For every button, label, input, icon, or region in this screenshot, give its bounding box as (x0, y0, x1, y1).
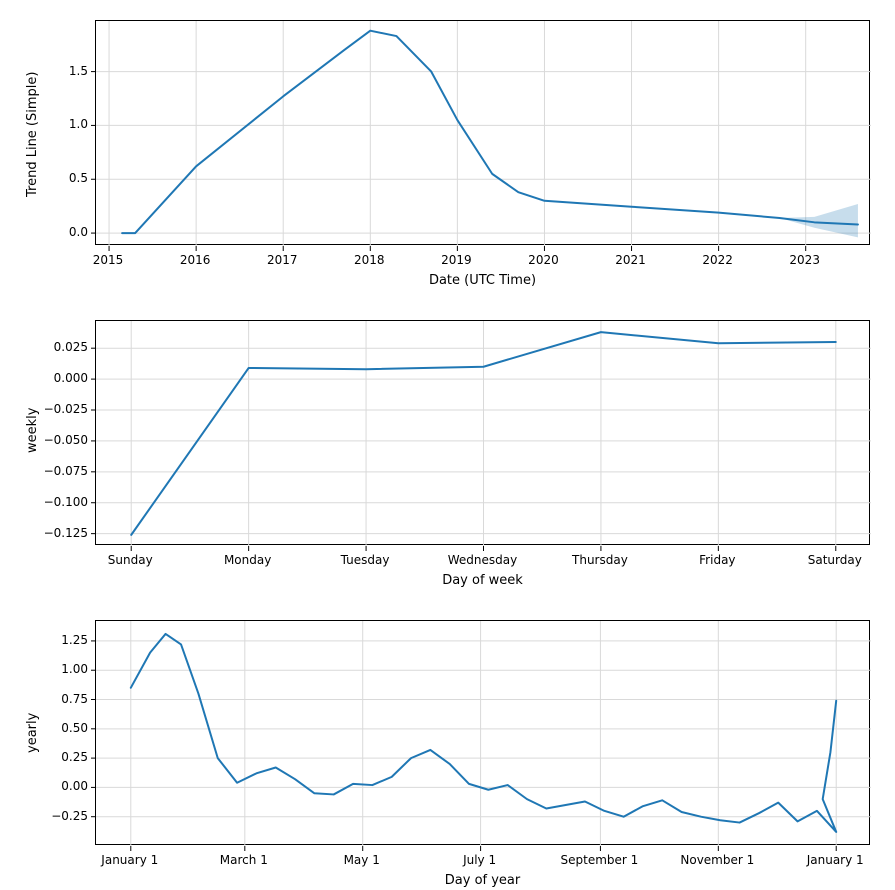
weekly-ytick-label: 0.000 (40, 371, 88, 385)
yearly-ytick-label: −0.25 (40, 809, 88, 823)
trend-xtick-label: 2018 (354, 253, 385, 267)
weekly-ytick-label: −0.125 (40, 526, 88, 540)
trend-line (122, 31, 858, 233)
trend-ytick-label: 0.0 (40, 225, 88, 239)
weekly-ytick-label: −0.025 (40, 402, 88, 416)
yearly-xtick-label: November 1 (680, 853, 754, 867)
yearly-panel (95, 620, 870, 845)
trend-xtick-label: 2020 (528, 253, 559, 267)
weekly-xtick-label: Wednesday (448, 553, 517, 567)
trend-xtick-label: 2017 (267, 253, 298, 267)
weekly-chart (96, 321, 871, 546)
weekly-xtick-label: Monday (224, 553, 271, 567)
yearly-ytick-label: 0.50 (40, 721, 88, 735)
yearly-xtick-label: September 1 (561, 853, 639, 867)
trend-ytick-label: 0.5 (40, 171, 88, 185)
trend-xtick-label: 2021 (615, 253, 646, 267)
weekly-ylabel: weekly (25, 407, 40, 452)
trend-xtick-label: 2019 (441, 253, 472, 267)
trend-xtick-label: 2022 (702, 253, 733, 267)
yearly-ytick-label: 0.25 (40, 750, 88, 764)
weekly-panel (95, 320, 870, 545)
weekly-xtick-label: Tuesday (341, 553, 390, 567)
weekly-ytick-label: 0.025 (40, 340, 88, 354)
weekly-xtick-label: Sunday (108, 553, 153, 567)
trend-ytick-label: 1.0 (40, 117, 88, 131)
trend-xtick-label: 2016 (180, 253, 211, 267)
weekly-xtick-label: Thursday (572, 553, 628, 567)
yearly-xlabel: Day of year (95, 873, 870, 888)
yearly-line (131, 634, 836, 832)
trend-xtick-label: 2023 (789, 253, 820, 267)
yearly-xtick-label: January 1 (101, 853, 158, 867)
yearly-xtick-label: May 1 (344, 853, 380, 867)
yearly-xtick-label: March 1 (220, 853, 268, 867)
weekly-xtick-label: Friday (699, 553, 735, 567)
yearly-ytick-label: 0.75 (40, 692, 88, 706)
figure: 2015201620172018201920202021202220230.00… (0, 0, 895, 890)
weekly-xlabel: Day of week (95, 573, 870, 588)
weekly-ytick-label: −0.050 (40, 433, 88, 447)
yearly-ylabel: yearly (25, 713, 40, 753)
yearly-ytick-label: 0.00 (40, 779, 88, 793)
yearly-ytick-label: 1.00 (40, 662, 88, 676)
trend-panel (95, 20, 870, 245)
trend-xtick-label: 2015 (93, 253, 124, 267)
yearly-ytick-label: 1.25 (40, 633, 88, 647)
yearly-xtick-label: July 1 (463, 853, 496, 867)
trend-xlabel: Date (UTC Time) (95, 273, 870, 288)
weekly-ytick-label: −0.075 (40, 464, 88, 478)
yearly-chart (96, 621, 871, 846)
trend-ytick-label: 1.5 (40, 64, 88, 78)
weekly-ytick-label: −0.100 (40, 495, 88, 509)
weekly-xtick-label: Saturday (808, 553, 862, 567)
yearly-xtick-label: January 1 (807, 853, 864, 867)
trend-ylabel: Trend Line (Simple) (25, 72, 40, 197)
trend-chart (96, 21, 871, 246)
trend-confidence-band (780, 204, 858, 237)
